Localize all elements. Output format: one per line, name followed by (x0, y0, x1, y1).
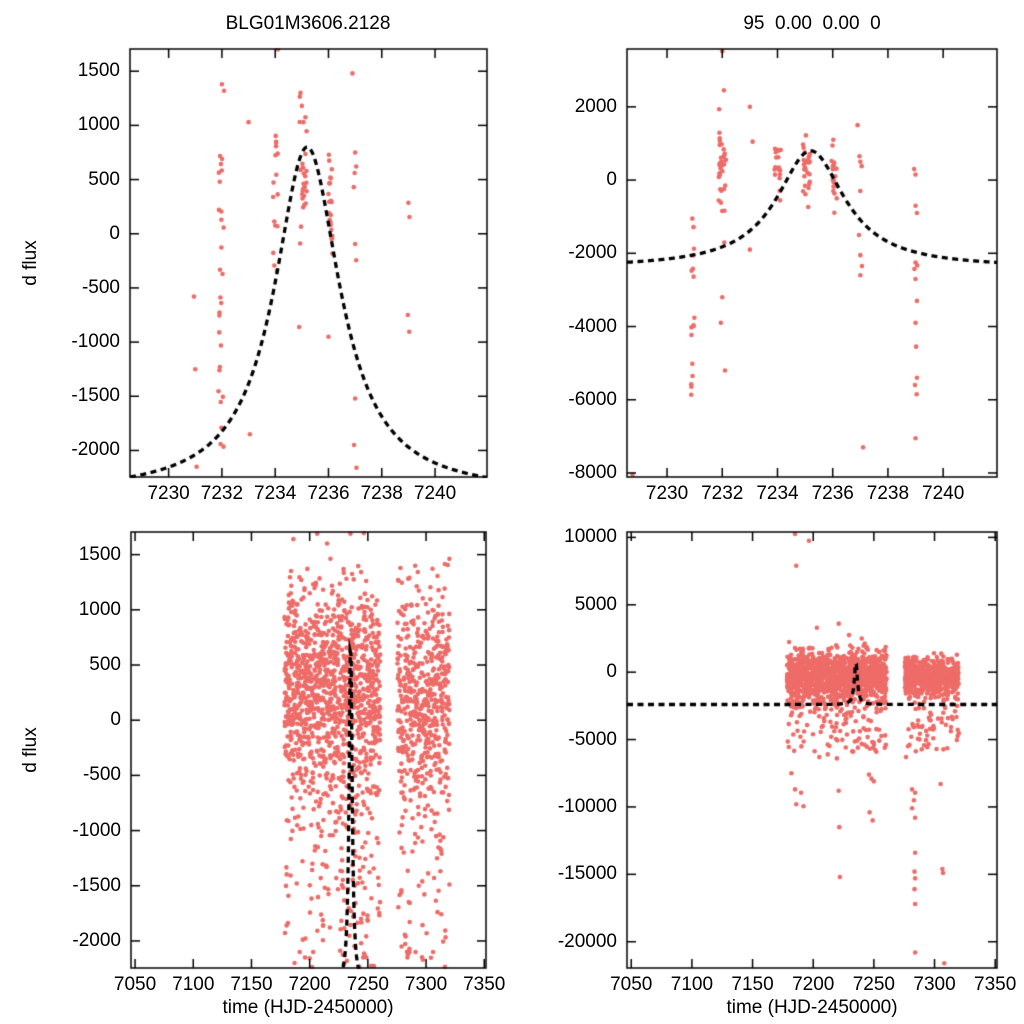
x-tick-label: 7050 (113, 974, 157, 995)
y-tick-label: -10000 (557, 795, 617, 817)
y-tick-label: -8000 (568, 461, 617, 483)
y-axis-label-top: d flux (20, 240, 41, 286)
x-tick-label: 7300 (913, 974, 956, 995)
x-tick-label: 7234 (756, 483, 799, 504)
y-axis-label-bottom: d flux (20, 727, 41, 773)
y-tick-label: -20000 (557, 930, 617, 952)
x-tick-label: 7350 (974, 974, 1017, 995)
y-tick-label: 0 (109, 222, 120, 244)
y-tick-label: 1000 (78, 598, 121, 620)
y-tick-label: -2000 (72, 929, 121, 951)
x-axis-label-bottom-right: time (HJD-2450000) (726, 997, 898, 1018)
y-tick-label: 500 (89, 654, 121, 675)
x-tick-label: 7150 (230, 974, 273, 995)
x-tick-label: 7050 (610, 974, 653, 995)
y-tick-label: 0 (606, 169, 617, 191)
y-tick-label: -1500 (72, 874, 121, 896)
x-tick-label: 7238 (866, 483, 910, 504)
x-tick-label: 7100 (670, 974, 714, 995)
x-axis-label-bottom-left: time (HJD-2450000) (222, 997, 394, 1018)
y-tick-label: 1500 (77, 60, 120, 82)
x-tick-label: 7250 (852, 974, 895, 995)
x-tick-label: 7232 (701, 483, 744, 504)
x-tick-label: 7238 (360, 483, 403, 504)
y-tick-label: -1000 (71, 331, 120, 353)
x-tick-label: 7232 (200, 483, 244, 504)
y-tick-label: 1500 (78, 543, 121, 565)
y-tick-label: -500 (82, 764, 121, 786)
x-tick-label: 7236 (307, 483, 350, 504)
y-tick-label: 0 (606, 661, 617, 683)
y-tick-label: -1500 (71, 385, 120, 407)
y-tick-label: -2000 (71, 439, 120, 461)
x-tick-label: 7236 (811, 483, 854, 504)
y-tick-label: -1000 (72, 819, 121, 841)
x-tick-label: 7230 (147, 483, 190, 504)
x-tick-label: 7200 (792, 974, 835, 995)
y-tick-label: -500 (81, 276, 120, 298)
y-tick-label: 2000 (574, 95, 617, 117)
x-tick-label: 7240 (922, 483, 965, 504)
x-tick-label: 7230 (645, 483, 689, 504)
x-tick-label: 7300 (404, 974, 448, 995)
panel-title-top-right: 95 0.00 0.00 0 (743, 13, 881, 34)
y-tick-label: -4000 (568, 315, 617, 337)
y-tick-label: -15000 (557, 863, 617, 885)
x-tick-label: 7100 (172, 974, 215, 995)
x-tick-label: 7350 (463, 974, 506, 995)
x-tick-label: 7200 (288, 974, 331, 995)
y-tick-label: -2000 (568, 242, 617, 264)
y-tick-label: 0 (110, 709, 121, 731)
x-tick-label: 7150 (731, 974, 774, 995)
x-tick-label: 7234 (254, 483, 297, 504)
y-tick-label: 10000 (564, 526, 617, 548)
x-tick-label: 7250 (346, 974, 389, 995)
x-tick-label: 7240 (413, 483, 457, 504)
y-tick-label: 1000 (77, 114, 120, 136)
y-tick-label: -6000 (568, 388, 617, 410)
panel-title-top-left: BLG01M3606.2128 (225, 13, 391, 34)
y-tick-label: -5000 (568, 728, 617, 750)
y-tick-label: 500 (88, 168, 120, 190)
y-tick-label: 5000 (574, 593, 617, 615)
